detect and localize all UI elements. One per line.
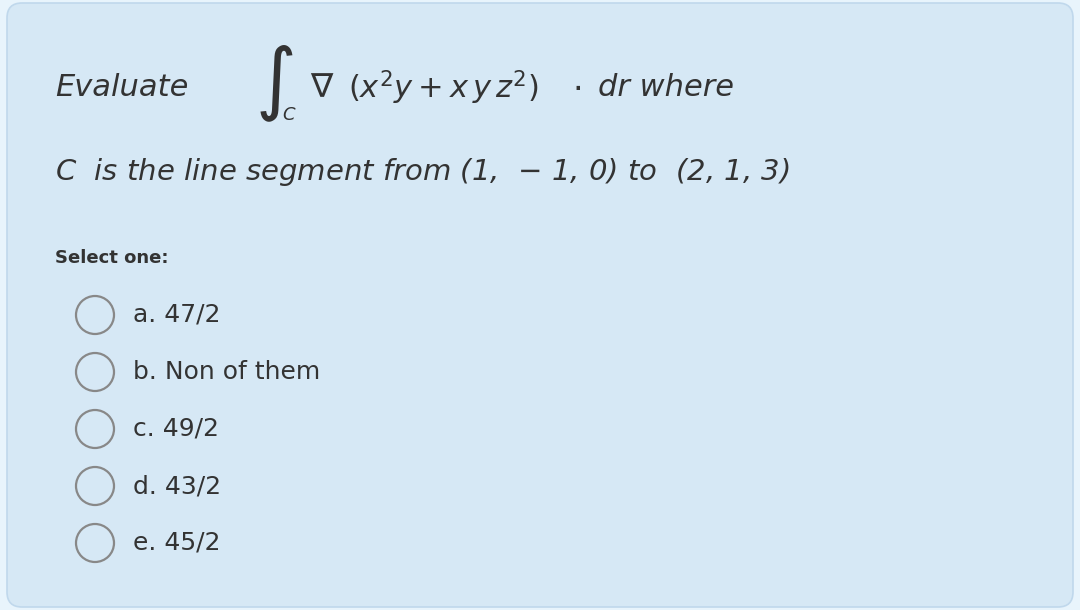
Text: dr where: dr where [598, 73, 734, 102]
Text: C: C [282, 106, 295, 124]
Text: b. Non of them: b. Non of them [133, 360, 321, 384]
Text: e. 45/2: e. 45/2 [133, 531, 220, 555]
Text: $\nabla$: $\nabla$ [310, 71, 335, 104]
Text: $\int$: $\int$ [255, 44, 294, 124]
Text: c. 49/2: c. 49/2 [133, 417, 219, 441]
Text: Evaluate: Evaluate [55, 73, 188, 102]
Text: a. 47/2: a. 47/2 [133, 303, 220, 327]
FancyBboxPatch shape [6, 3, 1074, 607]
Text: d. 43/2: d. 43/2 [133, 474, 221, 498]
Text: $C$  is the line segment from (1,  − 1, 0) to  (2, 1, 3): $C$ is the line segment from (1, − 1, 0)… [55, 156, 789, 188]
Text: $(x^2 y + x\,y\,z^2)$: $(x^2 y + x\,y\,z^2)$ [348, 69, 538, 107]
Text: Select one:: Select one: [55, 249, 168, 267]
Text: $\cdot$: $\cdot$ [572, 71, 581, 104]
